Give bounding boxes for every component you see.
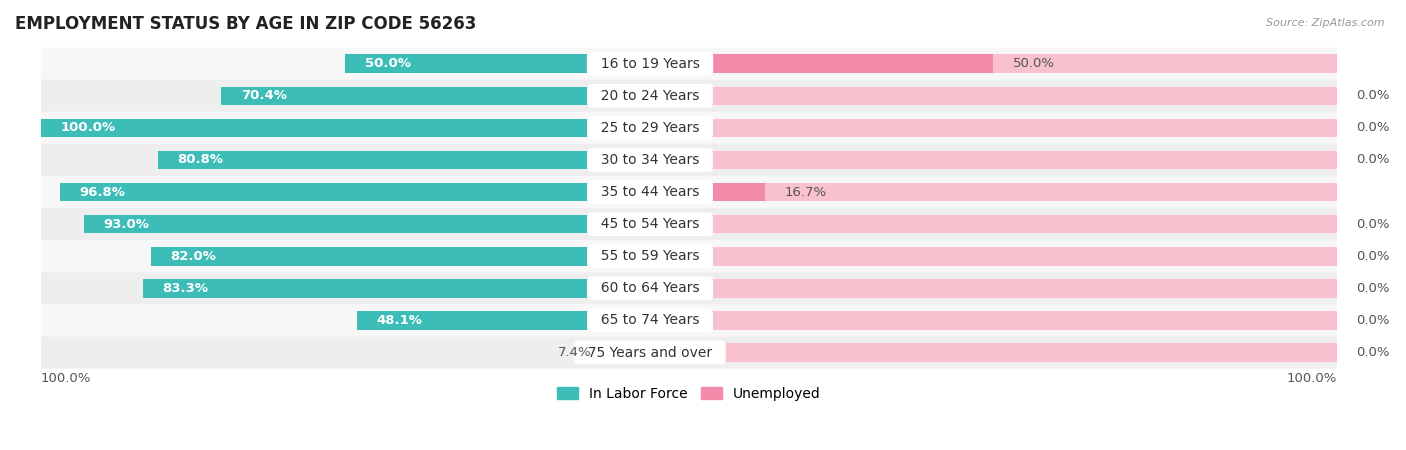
Text: 0.0%: 0.0% [1357,218,1389,231]
Bar [650,54,994,73]
Bar [346,54,650,73]
Text: 0.0%: 0.0% [1357,282,1389,295]
Bar [157,151,650,169]
Text: Source: ZipAtlas.com: Source: ZipAtlas.com [1267,18,1385,28]
Text: 96.8%: 96.8% [80,185,125,198]
Bar [650,343,1337,362]
Text: 16 to 19 Years: 16 to 19 Years [592,57,709,71]
Text: 0.0%: 0.0% [1357,250,1389,263]
FancyBboxPatch shape [41,112,1337,144]
Bar [650,86,1337,105]
FancyBboxPatch shape [41,304,1337,337]
Text: 48.1%: 48.1% [377,314,422,327]
Text: 20 to 24 Years: 20 to 24 Years [592,89,709,103]
Text: 82.0%: 82.0% [170,250,217,263]
Bar [357,311,650,330]
Text: 55 to 59 Years: 55 to 59 Years [592,249,709,263]
FancyBboxPatch shape [41,176,1337,208]
Bar [605,343,650,362]
Text: 83.3%: 83.3% [162,282,208,295]
Text: 16.7%: 16.7% [785,185,827,198]
Text: 65 to 74 Years: 65 to 74 Years [592,313,709,328]
Text: 60 to 64 Years: 60 to 64 Years [592,281,709,295]
Text: 0.0%: 0.0% [1357,346,1389,359]
Bar [83,215,650,234]
Bar [650,279,1337,297]
Text: 50.0%: 50.0% [366,57,411,70]
FancyBboxPatch shape [41,48,1337,80]
Bar [142,279,650,297]
Text: 0.0%: 0.0% [1357,90,1389,102]
FancyBboxPatch shape [41,272,1337,304]
Text: 25 to 29 Years: 25 to 29 Years [592,121,709,135]
Text: 0.0%: 0.0% [1357,314,1389,327]
Text: 70.4%: 70.4% [240,90,287,102]
Bar [650,311,1337,330]
Text: 100.0%: 100.0% [1286,373,1337,385]
Text: 50.0%: 50.0% [1012,57,1054,70]
FancyBboxPatch shape [41,337,1337,369]
Bar [41,119,650,137]
Bar [650,183,1337,202]
Text: 30 to 34 Years: 30 to 34 Years [592,153,709,167]
Bar [650,215,1337,234]
Bar [650,247,1337,266]
Text: 100.0%: 100.0% [41,373,91,385]
Bar [60,183,650,202]
Bar [150,247,650,266]
Text: 0.0%: 0.0% [1357,153,1389,166]
Text: 75 Years and over: 75 Years and over [579,346,721,360]
Text: 45 to 54 Years: 45 to 54 Years [592,217,709,231]
Legend: In Labor Force, Unemployed: In Labor Force, Unemployed [551,381,827,406]
Text: 80.8%: 80.8% [177,153,224,166]
Bar [650,151,1337,169]
Text: 93.0%: 93.0% [103,218,149,231]
Text: 100.0%: 100.0% [60,122,115,135]
Bar [650,183,765,202]
FancyBboxPatch shape [41,208,1337,240]
Text: EMPLOYMENT STATUS BY AGE IN ZIP CODE 56263: EMPLOYMENT STATUS BY AGE IN ZIP CODE 562… [15,15,477,33]
Bar [650,119,1337,137]
FancyBboxPatch shape [41,240,1337,272]
FancyBboxPatch shape [41,80,1337,112]
Text: 0.0%: 0.0% [1357,122,1389,135]
FancyBboxPatch shape [41,144,1337,176]
Bar [221,86,650,105]
Text: 7.4%: 7.4% [558,346,592,359]
Text: 35 to 44 Years: 35 to 44 Years [592,185,709,199]
Bar [650,54,1337,73]
